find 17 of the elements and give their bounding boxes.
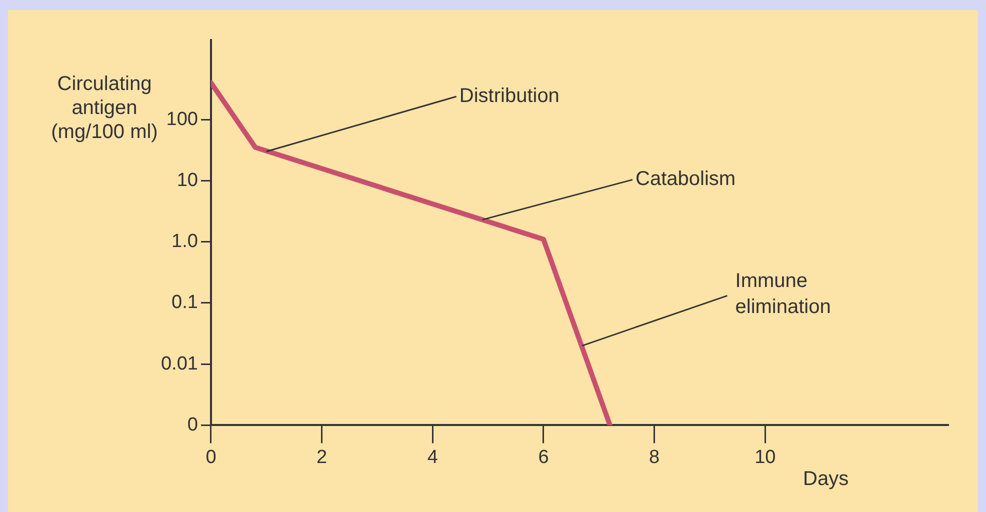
y-tick-label: 100 <box>166 108 198 130</box>
annotation: Catabolism <box>636 168 736 190</box>
y-tick-label: 1.0 <box>172 231 198 252</box>
x-tick-label: 6 <box>538 446 549 468</box>
x-axis-title: Days <box>803 468 849 491</box>
x-tick-label: 8 <box>649 446 660 468</box>
annotation: Immune elimination <box>735 270 831 318</box>
x-tick-label: 2 <box>316 446 328 468</box>
y-tick-label: 0 <box>187 414 198 436</box>
y-tick-label: 10 <box>176 170 198 191</box>
y-tick-label: 0.1 <box>172 292 198 314</box>
x-tick-label: 4 <box>427 446 438 468</box>
x-tick-label: 10 <box>754 446 776 468</box>
x-tick-label: 0 <box>206 446 216 468</box>
y-axis-title: Circulating antigen (mg/100 ml) <box>51 73 158 143</box>
y-tick-label: 0.01 <box>160 353 198 374</box>
annotation: Distribution <box>459 85 560 108</box>
